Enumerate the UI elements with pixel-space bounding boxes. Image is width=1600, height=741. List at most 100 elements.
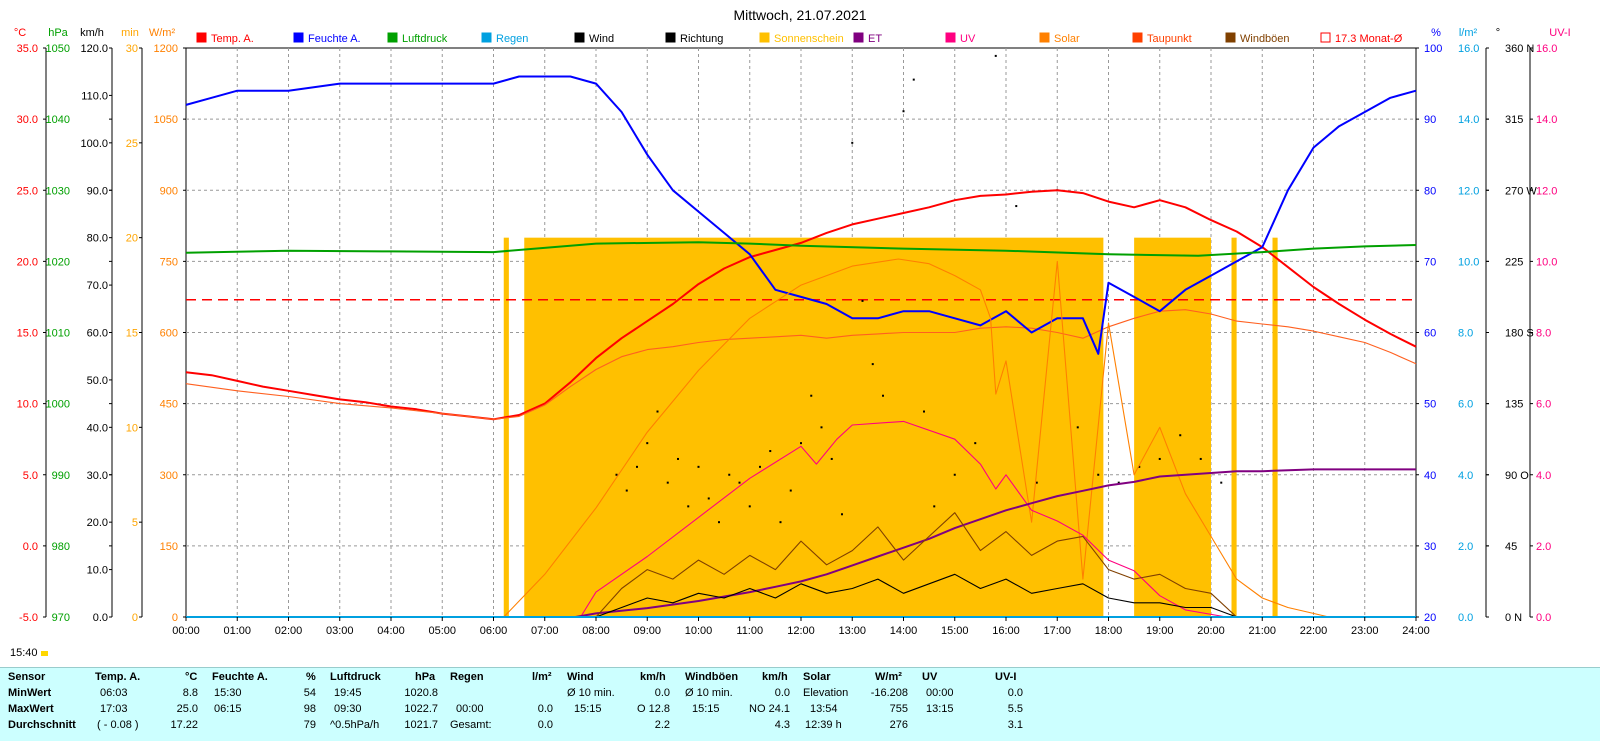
axis-tick-label: 10.0 — [1536, 256, 1557, 268]
axis-tick-label: 45 — [1505, 541, 1517, 553]
hum-max: 98 — [303, 703, 316, 715]
legend-label: Richtung — [680, 33, 723, 45]
legend-label: Regen — [496, 33, 528, 45]
axis-tick-label: 15 — [126, 328, 138, 340]
x-tick-label: 10:00 — [685, 625, 713, 637]
axis-tick-label: 300 — [160, 470, 178, 482]
axis-tick-label: 4.0 — [1536, 470, 1551, 482]
rain-total-label: Gesamt: — [450, 719, 492, 731]
legend-swatch — [387, 32, 398, 43]
axis-tick-label: 450 — [160, 399, 178, 411]
direction-point — [882, 394, 884, 397]
direction-point — [1179, 434, 1182, 437]
direction-point — [789, 489, 792, 492]
series-solarline — [503, 258, 1330, 618]
axis-tick-label: 0 N — [1505, 612, 1522, 624]
axis-tick-label: 315 — [1505, 114, 1523, 126]
legend-swatch — [665, 32, 676, 43]
axis-tick-label: 16.0 — [1458, 43, 1479, 55]
x-tick-label: 20:00 — [1197, 625, 1225, 637]
direction-point — [779, 521, 782, 524]
temp-min: 8.8 — [182, 687, 198, 699]
axis-tick-label: 35.0 — [17, 43, 38, 55]
solar-max: 755 — [889, 703, 908, 715]
stats-row-label: MaxWert — [8, 703, 54, 715]
x-tick-label: 17:00 — [1043, 625, 1071, 637]
axis-tick-label: 1030 — [46, 185, 70, 197]
x-tick-label: 15:00 — [941, 625, 969, 637]
uv-max: 5.5 — [1007, 703, 1023, 715]
axis-tick-label: 10.0 — [17, 399, 38, 411]
series-windline — [595, 573, 1237, 618]
rain-unit: l/m² — [532, 671, 552, 683]
axis-tick-label: 14.0 — [1536, 114, 1557, 126]
axis-tick-label: 50.0 — [87, 375, 108, 387]
rain-total: 0.0 — [537, 719, 553, 731]
legend-label: Sonnenschein — [774, 33, 844, 45]
right-axes: %2030405060708090100l/m²0.02.04.06.08.01… — [1415, 27, 1571, 624]
sunshine-bar — [503, 237, 509, 617]
gust-head: Windböen — [685, 671, 739, 683]
legend-label: Windböen — [1240, 33, 1290, 45]
direction-point — [953, 473, 956, 476]
axis-unit-label: W/m² — [149, 27, 176, 39]
direction-point — [636, 465, 638, 468]
direction-point — [769, 450, 772, 453]
hum-avg: 79 — [303, 719, 316, 731]
hum-head: Feuchte A. — [212, 671, 268, 683]
axis-tick-label: 5.0 — [23, 470, 38, 482]
wind-min-label: Ø 10 min. — [567, 687, 615, 699]
direction-point — [1158, 457, 1161, 460]
direction-point — [810, 394, 813, 397]
legend-swatch — [293, 32, 304, 43]
axis-tick-label: 30 — [126, 43, 138, 55]
series-taupunktline — [185, 309, 1417, 420]
uv-avg: 3.1 — [1007, 719, 1023, 731]
axis-tick-label: 80.0 — [87, 233, 108, 245]
hum-unit: % — [306, 671, 316, 683]
legend-label: Feuchte A. — [308, 33, 361, 45]
axis-tick-label: 14.0 — [1458, 114, 1479, 126]
axis-tick-label: -5.0 — [19, 612, 38, 624]
axis-tick-label: 0.0 — [1458, 612, 1473, 624]
left-axes: °C -5.0 0.0 5.0 10.0 15.0 20.0 25.0 30.0 35.0 hPa 9… — [14, 27, 187, 624]
stats-panel: Sensor MinWert MaxWert Durchschnitt Temp… — [0, 667, 1600, 741]
x-tick-label: 22:00 — [1300, 625, 1328, 637]
legend-swatch — [945, 32, 956, 43]
axis-tick-label: 5 — [132, 517, 138, 529]
hum-min-time: 15:30 — [214, 687, 242, 699]
direction-point — [994, 54, 997, 57]
solar-min: -16.208 — [870, 687, 908, 699]
axis-tick-label: 6.0 — [1458, 399, 1473, 411]
temp-max-time: 17:03 — [100, 703, 128, 715]
axis-unit-label: UV-I — [1549, 27, 1570, 39]
legend-swatch — [1132, 32, 1143, 43]
axis-unit-label: °C — [14, 27, 26, 39]
x-tick-label: 09:00 — [633, 625, 661, 637]
direction-point — [707, 497, 710, 500]
chart-title: Mittwoch, 21.07.2021 — [733, 7, 866, 23]
legend-label: 17.3 Monat-Ø — [1335, 33, 1403, 45]
direction-point — [1035, 481, 1038, 484]
direction-point — [697, 465, 700, 468]
axis-tick-label: 0 — [172, 612, 178, 624]
direction-point — [1015, 205, 1018, 208]
axis-tick-label: 12.0 — [1458, 185, 1479, 197]
axis-unit-label: l/m² — [1459, 27, 1478, 39]
x-tick-label: 02:00 — [275, 625, 303, 637]
axis-tick-label: 2.0 — [1458, 541, 1473, 553]
legend-label: Wind — [589, 33, 614, 45]
direction-point — [871, 363, 874, 366]
wind-max: O 12.8 — [636, 703, 670, 715]
press-max-time: 09:30 — [334, 703, 362, 715]
axis-tick-label: 70 — [1424, 256, 1436, 268]
legend-swatch — [574, 32, 585, 43]
axis-tick-label: 25 — [126, 138, 138, 150]
axis-tick-label: 100.0 — [80, 138, 108, 150]
direction-point — [748, 505, 751, 508]
stats-row-label: MinWert — [8, 687, 52, 699]
direction-point — [656, 410, 659, 413]
x-tick-label: 00:00 — [172, 625, 200, 637]
x-axis: 00:00 01:00 02:00 03:00 04:00 05:00 06:00 07:00… — [172, 617, 1430, 637]
press-avg-note: ^0.5hPa/h — [330, 719, 380, 731]
